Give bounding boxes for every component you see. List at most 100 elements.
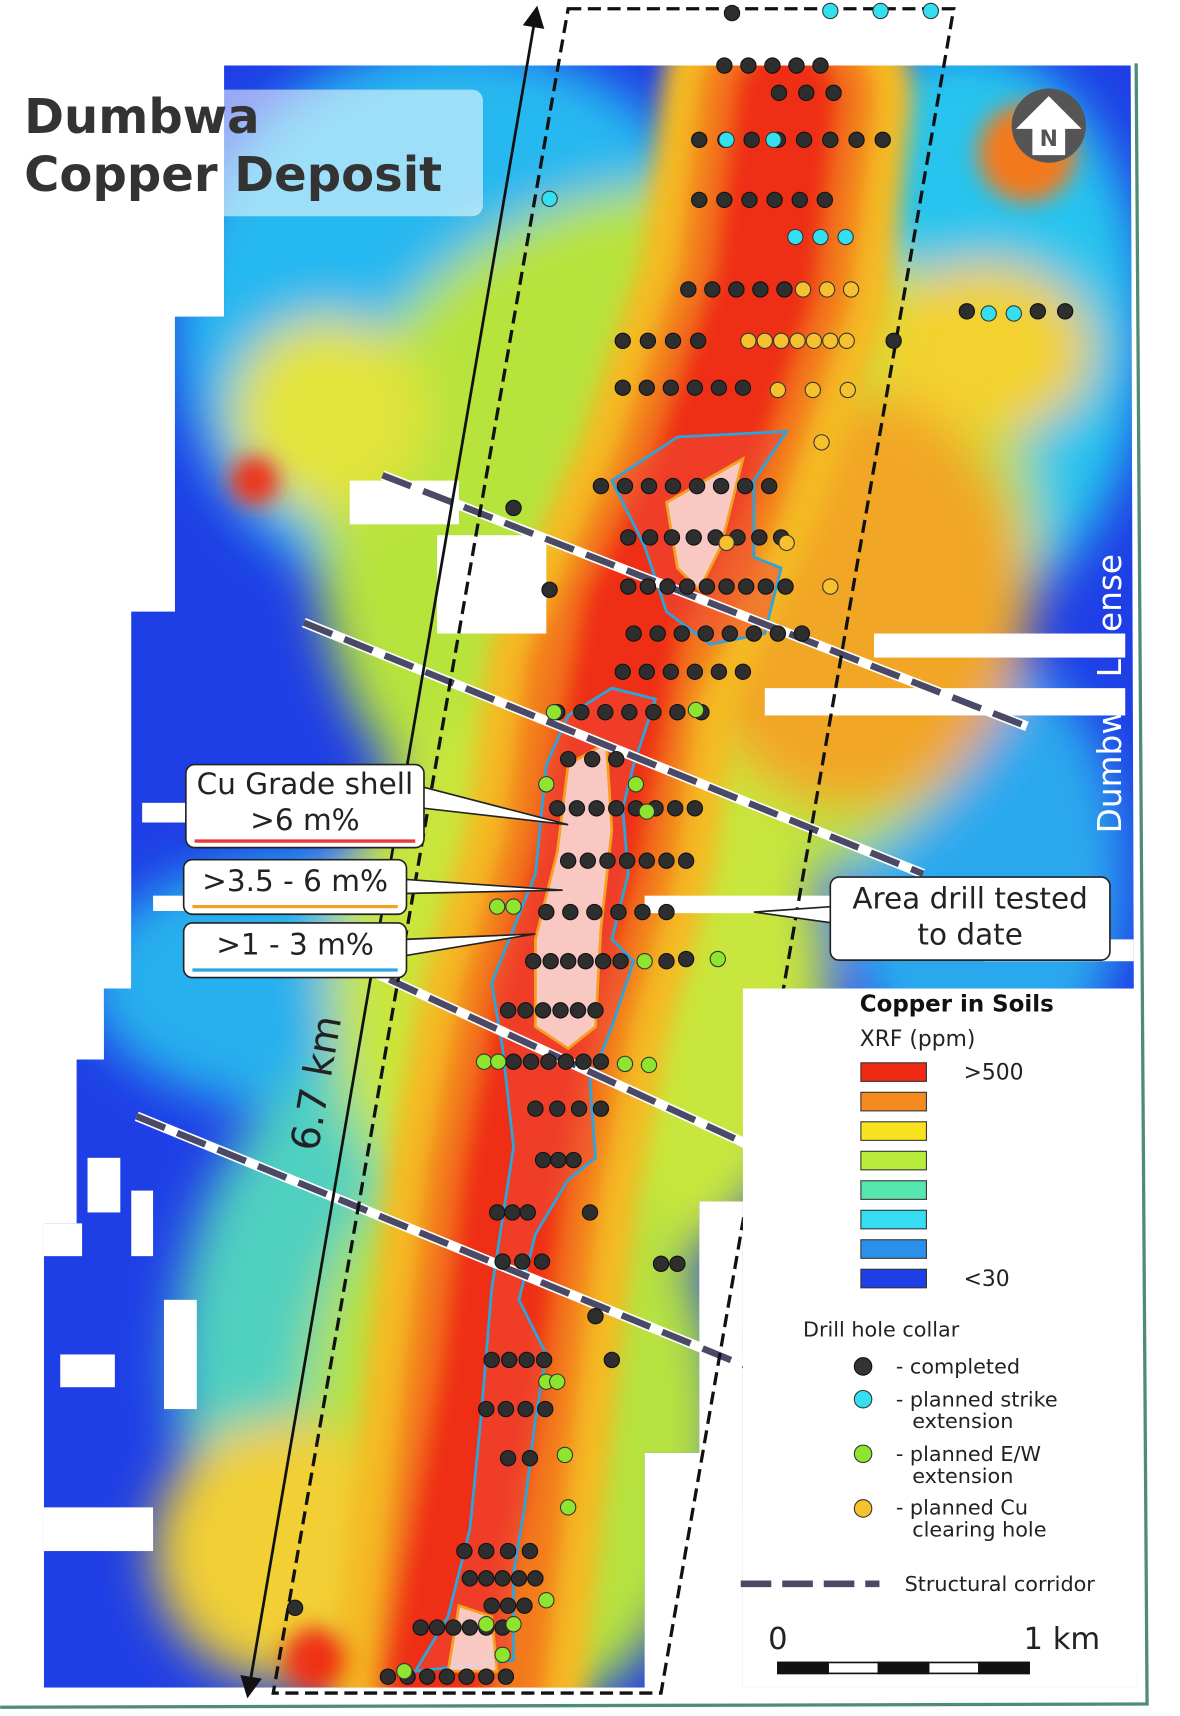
scale-label: 1 km bbox=[1024, 1622, 1101, 1657]
drill-hole bbox=[517, 1002, 534, 1019]
drill-hole bbox=[522, 1053, 540, 1070]
drill-hole bbox=[379, 1668, 397, 1685]
drill-hole bbox=[616, 1055, 634, 1073]
drill-hole bbox=[662, 379, 680, 396]
drill-hole bbox=[649, 625, 666, 642]
drill-hole bbox=[488, 898, 506, 915]
callout-text: >3.5 - 6 m% bbox=[202, 864, 388, 898]
drill-hole bbox=[521, 1450, 539, 1467]
drill-hole bbox=[728, 281, 745, 298]
drill-hole bbox=[438, 1668, 456, 1685]
drill-hole bbox=[603, 1351, 621, 1369]
drill-hole bbox=[475, 1053, 493, 1070]
drill-hole bbox=[412, 1619, 429, 1636]
drill-hole bbox=[769, 381, 787, 399]
drill-hole bbox=[458, 1668, 475, 1685]
drill-hole bbox=[483, 1597, 500, 1614]
drill-hole bbox=[1029, 303, 1047, 320]
drill-hole bbox=[445, 1619, 462, 1636]
callout-text: Cu Grade shell bbox=[197, 767, 413, 801]
drill-hole bbox=[608, 750, 625, 768]
drill-hole bbox=[588, 800, 605, 817]
drill-hole bbox=[499, 1542, 517, 1560]
drill-hole bbox=[565, 1151, 582, 1169]
drill-hole bbox=[568, 800, 586, 817]
drill-hole bbox=[538, 776, 555, 793]
drill-hole bbox=[620, 529, 637, 546]
drill-hole bbox=[505, 1053, 522, 1070]
drill-hole bbox=[557, 1053, 575, 1070]
drill-hole bbox=[837, 228, 854, 246]
drill-hole bbox=[559, 1499, 577, 1516]
drill-hole bbox=[822, 131, 839, 149]
drill-hole bbox=[610, 903, 627, 921]
drill-hole bbox=[478, 1400, 495, 1418]
drill-hole bbox=[1056, 303, 1074, 320]
drill-hole bbox=[664, 332, 682, 349]
drill-hole bbox=[677, 852, 695, 869]
drill-hole bbox=[608, 800, 625, 817]
drill-hole bbox=[638, 663, 655, 680]
drill-hole bbox=[639, 332, 657, 349]
drill-hole bbox=[519, 1204, 536, 1221]
drill-hole bbox=[419, 1668, 436, 1685]
legend-subtitle: XRF (ppm) bbox=[860, 1027, 976, 1052]
legend-swatch bbox=[860, 1209, 927, 1230]
drill-hole bbox=[812, 57, 829, 74]
callout-text: to date bbox=[917, 918, 1022, 952]
drill-hole bbox=[718, 534, 735, 552]
legend-label: <30 bbox=[964, 1267, 1010, 1292]
drill-hole bbox=[734, 663, 752, 680]
drill-hole bbox=[697, 625, 714, 642]
drill-hole bbox=[499, 1450, 517, 1467]
drill-hole bbox=[743, 131, 760, 149]
drill-hole bbox=[494, 1570, 511, 1587]
drill-hole bbox=[686, 800, 704, 817]
drill-hole bbox=[738, 578, 755, 595]
drill-hole bbox=[597, 703, 614, 721]
title: Dumbwa bbox=[24, 89, 259, 145]
drill-hole bbox=[525, 953, 542, 970]
drill-hole bbox=[812, 228, 829, 246]
drill-hole bbox=[723, 4, 741, 22]
drill-hole bbox=[772, 332, 790, 349]
drill-hole bbox=[621, 703, 638, 721]
callouts: Cu Grade shell >6 m% >3.5 - 6 m% >1 - 3 … bbox=[182, 763, 1111, 979]
drill-hole bbox=[478, 1570, 495, 1587]
drill-hole bbox=[658, 953, 675, 970]
drill-hole bbox=[658, 903, 675, 921]
drill-hole bbox=[751, 529, 768, 546]
drill-hole bbox=[818, 281, 836, 298]
drill-hole bbox=[569, 1002, 587, 1019]
drill-hole bbox=[716, 191, 733, 209]
drill-hole bbox=[691, 191, 708, 209]
drill-hole bbox=[488, 1204, 506, 1221]
legend-label: extension bbox=[912, 1409, 1013, 1433]
drill-hole bbox=[709, 950, 726, 968]
drill-hole bbox=[741, 191, 758, 209]
drill-hole bbox=[638, 379, 655, 396]
drill-hole bbox=[789, 332, 806, 349]
drill-hole bbox=[658, 852, 675, 869]
drill-hole bbox=[594, 953, 612, 970]
drill-hole bbox=[813, 434, 830, 451]
drill-hole bbox=[787, 228, 804, 246]
drill-hole bbox=[766, 191, 783, 209]
drill-hole bbox=[545, 703, 563, 721]
drill-hole bbox=[540, 1053, 557, 1070]
drill-hole bbox=[461, 1570, 479, 1587]
drill-hole bbox=[788, 57, 805, 74]
drill-hole bbox=[669, 703, 686, 721]
north-label: N bbox=[1040, 127, 1058, 152]
drill-hole bbox=[765, 131, 782, 149]
drill-hole bbox=[549, 1373, 566, 1390]
drill-hole bbox=[848, 131, 865, 149]
drill-hole bbox=[716, 57, 733, 74]
drill-hole bbox=[698, 578, 716, 595]
drill-hole bbox=[805, 332, 823, 349]
drill-hole bbox=[552, 1002, 569, 1019]
drill-hole bbox=[776, 281, 793, 298]
drill-hole bbox=[505, 499, 522, 517]
legend-swatch bbox=[860, 1121, 927, 1141]
drill-hole bbox=[625, 625, 642, 642]
